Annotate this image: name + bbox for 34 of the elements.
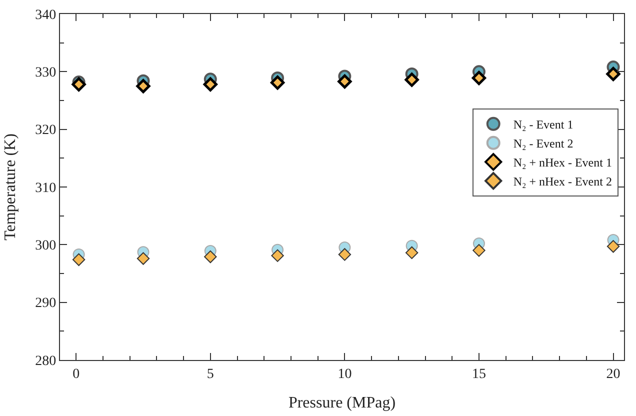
point: [72, 77, 86, 92]
point: [404, 72, 419, 87]
point: [338, 74, 352, 89]
y-tick-label: 330: [35, 66, 56, 81]
y-tick-label: 340: [35, 8, 56, 23]
x-tick-label: 10: [338, 366, 352, 382]
point: [136, 252, 150, 265]
y-tick-label: 310: [35, 180, 56, 196]
y-tick-label: 320: [35, 123, 56, 138]
point: [271, 249, 284, 262]
point: [606, 66, 620, 82]
x-tick-label: 5: [206, 366, 214, 382]
x-tick-label: 15: [472, 366, 486, 382]
y-tick-label: 280: [35, 354, 56, 369]
y-tick-label: 290: [35, 296, 56, 312]
y-axis-title: Temperature (K): [2, 134, 19, 240]
legend-label: N₂ - Event 2: [513, 136, 574, 151]
legend-label: N₂ - Event 1: [513, 118, 574, 132]
legend-label: N₂ + nHex - Event 2: [513, 174, 612, 189]
point: [405, 246, 418, 260]
point: [136, 78, 150, 94]
x-tick-label: 0: [72, 366, 80, 382]
point: [606, 240, 620, 253]
point: [472, 244, 486, 257]
point: [472, 70, 486, 86]
point: [338, 248, 352, 261]
legend-label: N₂ + nHex - Event 1: [513, 156, 612, 170]
point: [204, 250, 217, 264]
x-axis-title: Pressure (MPag): [288, 394, 396, 412]
point: [72, 253, 86, 266]
x-tick-label: 20: [606, 366, 620, 382]
point: [203, 77, 218, 92]
point: [270, 76, 285, 90]
y-tick-label: 300: [35, 238, 56, 254]
